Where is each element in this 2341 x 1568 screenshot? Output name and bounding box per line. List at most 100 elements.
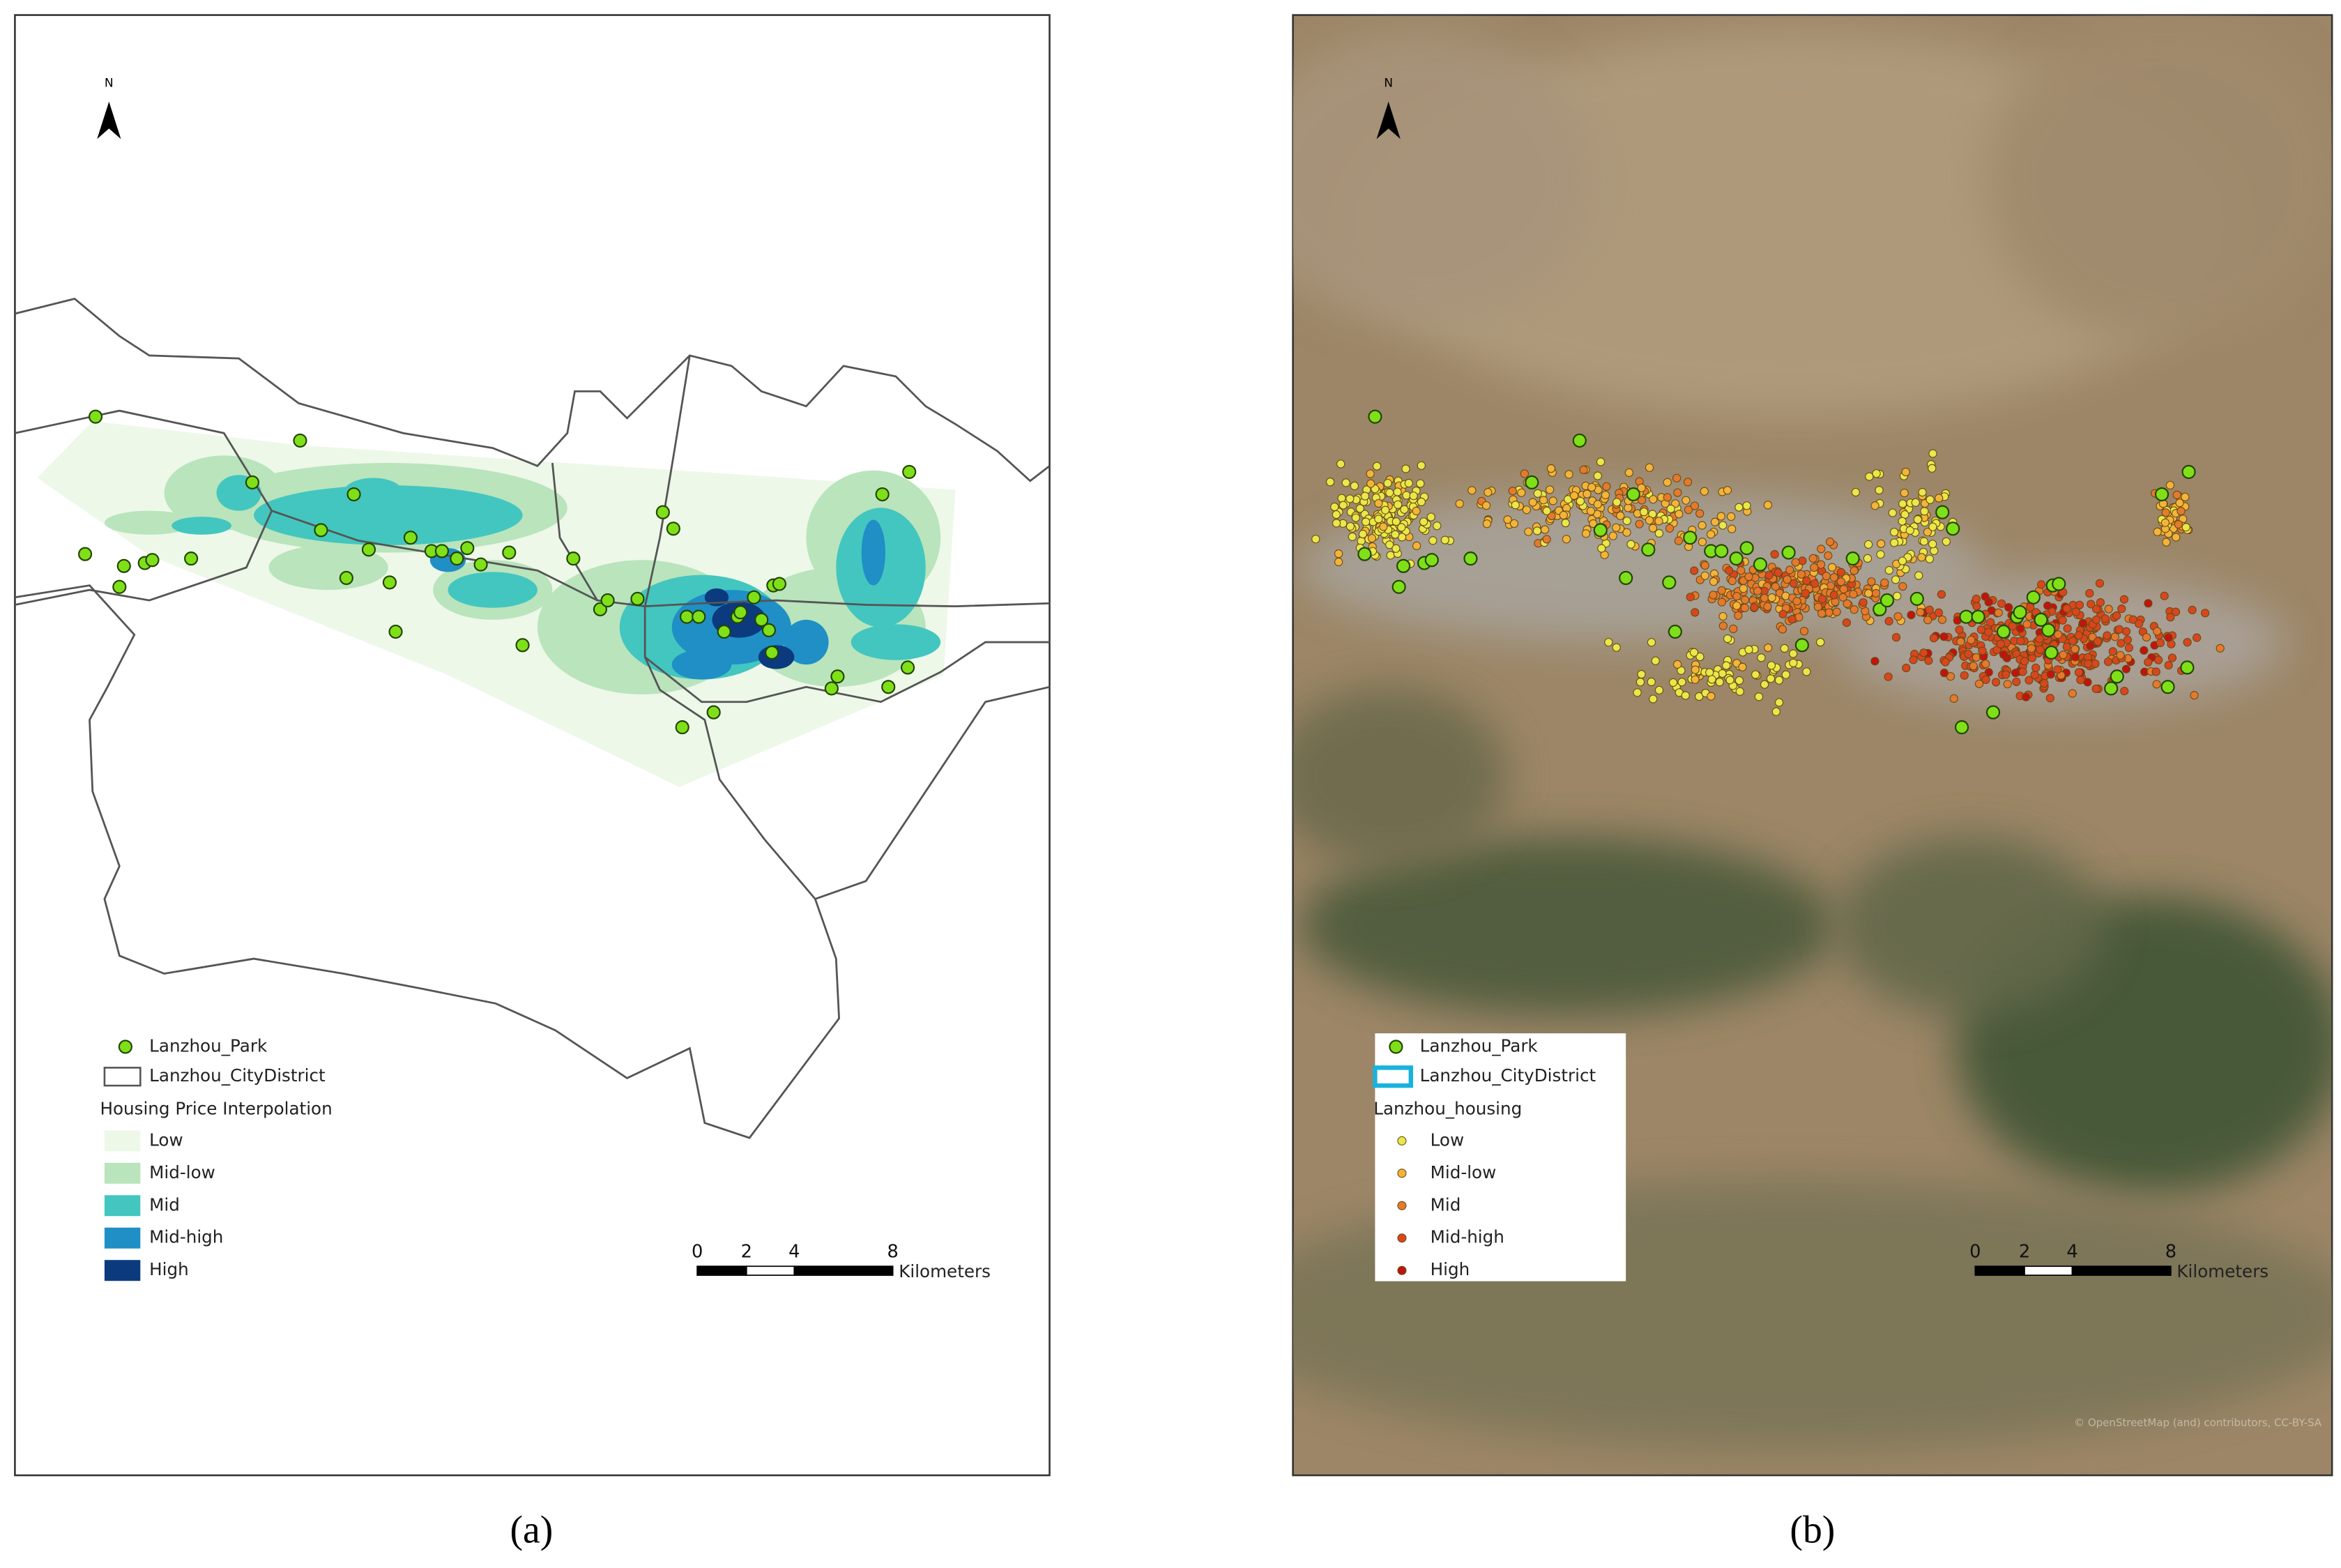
housing-point: [2036, 645, 2045, 654]
housing-point: [1654, 517, 1663, 526]
housing-point: [1824, 608, 1833, 617]
housing-point: [1409, 492, 1418, 501]
housing-point: [1774, 698, 1784, 707]
housing-point: [1710, 517, 1720, 526]
housing-point: [1589, 519, 1598, 528]
housing-point: [1528, 498, 1537, 507]
housing-point: [1709, 577, 1718, 586]
park-point: [600, 593, 615, 608]
housing-point: [1898, 517, 1907, 526]
housing-point: [1383, 478, 1392, 488]
housing-point: [1583, 489, 1592, 498]
district-boundary: [643, 355, 691, 607]
housing-point: [1351, 513, 1360, 522]
housing-point: [1734, 676, 1744, 685]
housing-point: [1723, 634, 1732, 644]
north-label: N: [1384, 76, 1393, 90]
housing-point: [1433, 522, 1442, 531]
park-point: [2041, 623, 2056, 637]
housing-point: [1778, 609, 1787, 618]
housing-point: [1798, 556, 1807, 565]
housing-point: [2059, 650, 2068, 660]
park-point: [112, 579, 127, 594]
legend-class-symbol: [104, 1227, 141, 1249]
housing-point: [1842, 618, 1851, 627]
housing-point: [2172, 490, 2181, 499]
legend-title: Housing Price Interpolation: [100, 1098, 332, 1118]
housing-point: [1520, 469, 1530, 478]
housing-point: [2074, 631, 2083, 640]
park-point: [1396, 558, 1411, 573]
housing-point: [2140, 646, 2149, 655]
housing-point: [1654, 685, 1664, 695]
housing-point: [1891, 633, 1901, 642]
district-boundary: [15, 584, 840, 1139]
housing-point: [1829, 591, 1838, 600]
housing-point: [1928, 449, 1937, 458]
housing-point: [2022, 620, 2031, 629]
housing-point: [1955, 625, 1964, 634]
housing-point: [1455, 499, 1464, 508]
housing-point: [1956, 637, 1965, 646]
housing-point: [1907, 611, 1916, 620]
park-point: [361, 542, 376, 557]
housing-point: [1909, 655, 1918, 664]
housing: [1311, 449, 2225, 716]
housing-point: [1972, 594, 1981, 604]
housing-point: [1763, 501, 1772, 510]
housing-point: [2108, 647, 2117, 656]
housing-point: [1832, 607, 1841, 616]
housing-point: [1901, 467, 1910, 477]
housing-point: [2076, 676, 2085, 685]
housing-point: [1391, 517, 1401, 526]
housing-point: [1918, 488, 1927, 497]
park-point: [2034, 612, 2048, 627]
housing-point: [1808, 554, 1817, 563]
park-point: [902, 464, 917, 479]
park-point: [717, 624, 731, 639]
housing-point: [1867, 577, 1876, 586]
housing-point: [1925, 605, 1934, 614]
housing-point: [1334, 557, 1343, 567]
housing-point: [1428, 536, 1438, 545]
park-point: [2013, 605, 2027, 620]
park-point: [473, 557, 488, 572]
housing-point: [1729, 624, 1738, 634]
housing-point: [1920, 507, 1929, 516]
housing-point: [1923, 528, 1932, 537]
housing-point: [2027, 644, 2036, 653]
housing-point: [1817, 545, 1826, 554]
terrain: [1299, 836, 1837, 1016]
housing-point: [2124, 644, 2133, 653]
housing-point: [2045, 694, 2054, 703]
district-boundary: [644, 641, 1050, 703]
housing-point: [1763, 602, 1772, 611]
housing-point: [1419, 517, 1428, 526]
scale-label: 4: [788, 1241, 800, 1262]
housing-point: [1397, 523, 1406, 532]
housing-point: [1863, 554, 1873, 563]
housing-point: [2165, 480, 2175, 490]
housing-point: [2181, 492, 2190, 501]
housing-point: [1771, 707, 1780, 716]
housing-point: [1789, 658, 1798, 667]
housing-point: [1637, 483, 1646, 492]
housing-point: [1850, 605, 1859, 614]
housing-point: [1579, 465, 1588, 474]
panel-b: N Lanzhou_Park Lanzhou_CityDistrict Lanzhou…: [1292, 14, 2333, 1477]
scale-bar: [793, 1265, 894, 1276]
scale-bar: [745, 1265, 795, 1276]
housing-point: [2074, 668, 2084, 677]
housing-point: [1367, 533, 1377, 543]
park-point: [1391, 579, 1406, 594]
housing-point: [1843, 599, 1852, 608]
housing-point: [2116, 650, 2125, 660]
housing-point: [2162, 538, 2171, 547]
housing-point: [1917, 553, 1926, 562]
housing-point: [1637, 670, 1646, 679]
caption: (a): [510, 1508, 554, 1551]
housing-point: [1681, 691, 1690, 700]
housing-point: [1785, 565, 1794, 574]
housing-point: [1850, 566, 1859, 575]
housing-point: [1426, 512, 1435, 522]
